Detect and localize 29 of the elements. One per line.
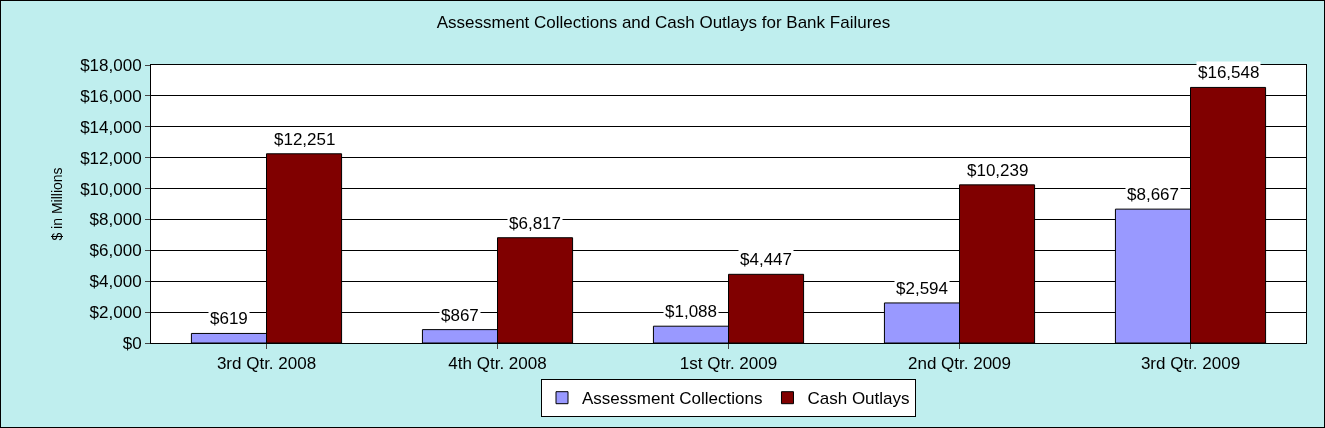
data-label: $619 xyxy=(210,309,248,328)
y-tick-label: $10,000 xyxy=(80,179,142,199)
data-label: $4,447 xyxy=(740,250,792,269)
y-tick-label: $14,000 xyxy=(80,117,142,137)
x-tick-label: 3rd Qtr. 2008 xyxy=(216,354,317,374)
y-tick-label: $16,000 xyxy=(80,86,142,106)
data-label: $6,817 xyxy=(509,214,561,233)
x-tick-label: 3rd Qtr. 2009 xyxy=(1140,354,1241,374)
y-tick-label: $6,000 xyxy=(89,241,142,261)
data-label: $2,594 xyxy=(896,279,948,298)
y-axis-title: $ in Millions xyxy=(48,167,65,241)
y-tick-label: $0 xyxy=(122,333,142,353)
y-tick-label: $18,000 xyxy=(80,55,142,75)
chart-title: Assessment Collections and Cash Outlays for Bank Failures xyxy=(436,13,891,33)
data-label: $1,088 xyxy=(665,302,717,321)
y-tick-label: $2,000 xyxy=(89,303,142,323)
x-tick-label: 2nd Qtr. 2009 xyxy=(907,354,1012,374)
x-tick-label: 4th Qtr. 2008 xyxy=(448,354,547,374)
legend-label: Cash Outlays xyxy=(807,389,910,409)
legend-label: Assessment Collections xyxy=(582,389,763,409)
y-tick-label: $8,000 xyxy=(89,210,142,230)
data-label: $16,548 xyxy=(1198,63,1260,82)
data-label: $867 xyxy=(441,306,479,325)
data-label: $12,251 xyxy=(274,130,336,149)
data-label: $8,667 xyxy=(1127,185,1179,204)
y-tick-label: $4,000 xyxy=(89,272,142,292)
data-label: $10,239 xyxy=(967,161,1029,180)
x-tick-label: 1st Qtr. 2009 xyxy=(679,354,778,374)
y-tick-label: $12,000 xyxy=(80,148,142,168)
